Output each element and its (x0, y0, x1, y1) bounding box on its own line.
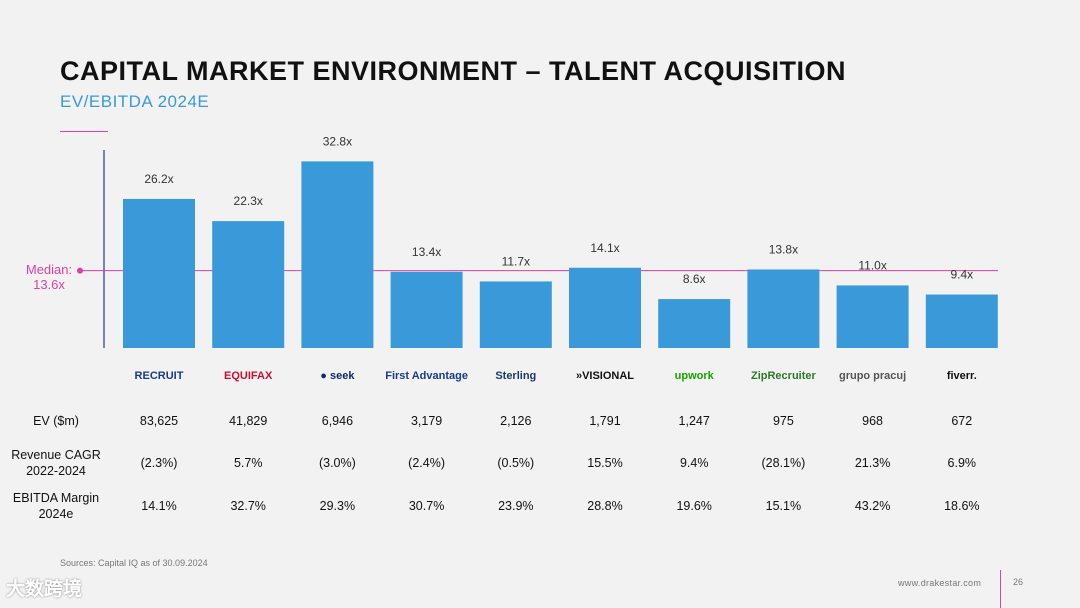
bar-ziprecruiter (747, 269, 820, 348)
table-cell: 32.7% (230, 499, 266, 513)
bar-first-advantage (390, 271, 463, 348)
table-cell: 9.4% (679, 456, 709, 470)
table-cell: 2,126 (500, 414, 532, 428)
table-cell: 672 (951, 414, 973, 428)
bar-visional (569, 267, 641, 348)
company-logo: ZipRecruiter (750, 370, 816, 382)
table-cell: (28.1%) (761, 456, 806, 470)
table-cell: 3,179 (410, 414, 443, 428)
table-cell: 6,946 (321, 414, 354, 428)
watermark-logo: 大数跨境 (6, 579, 83, 600)
table-cell: 14.1% (141, 499, 177, 513)
median-label-title: Median: (25, 262, 73, 277)
company-logo: EQUIFAX (224, 370, 273, 382)
table-cell: 29.3% (319, 499, 356, 513)
table-cell: 18.6% (944, 499, 980, 513)
bar-value-label: 13.4x (412, 245, 441, 259)
table-row-label: EBITDA Margin 2024e (12, 491, 100, 521)
company-logo: »VISIONAL (575, 370, 635, 382)
bar-recruit (123, 198, 195, 348)
bar-value-label: 11.0x (858, 258, 886, 272)
ev-ebitda-bar-chart: 26.2x 22.3x 32.8x 13.4x 11.7x 14.1x 8.6x 13.8x 1… (77, 134, 998, 348)
table-cell: 28.8% (587, 499, 623, 513)
bar-sterling (479, 281, 552, 348)
table-cell: 968 (862, 414, 884, 428)
footer-divider (1000, 570, 1001, 608)
table-cell: 1,791 (589, 414, 621, 428)
table-cell: 30.7% (408, 499, 445, 513)
table-row-label: Revenue CAGR 2022-2024 (11, 448, 101, 478)
chart-axis-line (103, 150, 105, 348)
table-cell: 15.1% (765, 499, 802, 513)
company-logo: RECRUIT (134, 370, 184, 382)
page-number: 26 (1013, 577, 1024, 587)
company-logo: ● seek (320, 370, 355, 382)
bar-seek (301, 161, 374, 348)
table-cell: 5.7% (233, 456, 263, 470)
title-accent-line (60, 131, 108, 132)
company-logo: Sterling (495, 370, 537, 382)
table-row-label: EV ($m) (33, 414, 79, 428)
median-marker (77, 267, 83, 274)
table-cell: 975 (772, 414, 794, 428)
table-cell: (2.4%) (408, 456, 445, 470)
bar-equifax (212, 221, 285, 348)
bar-value-label: 13.8x (769, 242, 798, 256)
table-cell: 83,625 (139, 414, 179, 428)
bar-grupo-pracuj (836, 285, 909, 348)
table-cell: (3.0%) (318, 456, 356, 470)
table-cell: 43.2% (854, 499, 891, 513)
median-label: Median: 13.6x (14, 262, 84, 292)
bar-value-label: 32.8x (323, 134, 352, 148)
table-cell: 21.3% (854, 456, 891, 470)
source-note: Sources: Capital IQ as of 30.09.2024 (60, 558, 208, 568)
bar-value-label: 11.7x (502, 254, 530, 268)
median-label-value: 13.6x (33, 277, 65, 292)
bar-value-label: 14.1x (590, 241, 619, 255)
bar-fiverr (925, 294, 998, 348)
website-footer[interactable]: www.drakestar.com (898, 578, 982, 588)
page-title: CAPITAL MARKET ENVIRONMENT – TALENT ACQU… (60, 56, 846, 86)
table-cell: 6.9% (947, 456, 977, 470)
table-cell: 15.5% (587, 456, 623, 470)
table-cell: 23.9% (498, 499, 534, 513)
bar-upwork (658, 299, 731, 348)
table-cell: 1,247 (678, 414, 710, 428)
page-subtitle: EV/EBITDA 2024E (60, 92, 210, 111)
company-logo: First Advantage (385, 370, 468, 382)
company-logo: upwork (674, 370, 714, 382)
table-cell: (2.3%) (140, 456, 178, 470)
table-cell: (0.5%) (497, 456, 535, 470)
bar-value-label: 8.6x (683, 272, 706, 286)
company-logo: grupo pracuj (838, 370, 907, 382)
bar-value-label: 9.4x (950, 268, 973, 282)
table-cell: 19.6% (676, 499, 712, 513)
bar-value-label: 26.2x (144, 172, 173, 186)
bar-value-label: 22.3x (234, 194, 263, 208)
table-cell: 41,829 (229, 414, 268, 428)
company-logo: fiverr. (946, 370, 977, 382)
